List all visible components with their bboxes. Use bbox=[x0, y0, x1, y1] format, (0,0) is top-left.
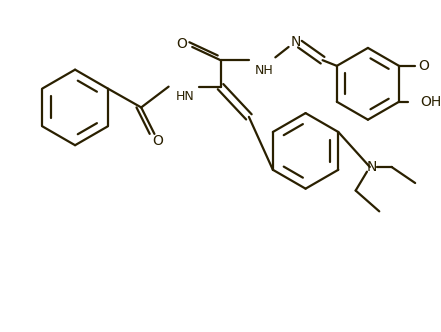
Text: HN: HN bbox=[176, 90, 195, 104]
Text: N: N bbox=[366, 160, 377, 174]
Text: OH: OH bbox=[420, 95, 441, 109]
Text: O: O bbox=[176, 37, 187, 51]
Text: N: N bbox=[291, 35, 301, 49]
Text: NH: NH bbox=[254, 64, 273, 77]
Text: O: O bbox=[152, 134, 163, 148]
Text: O: O bbox=[418, 59, 429, 73]
